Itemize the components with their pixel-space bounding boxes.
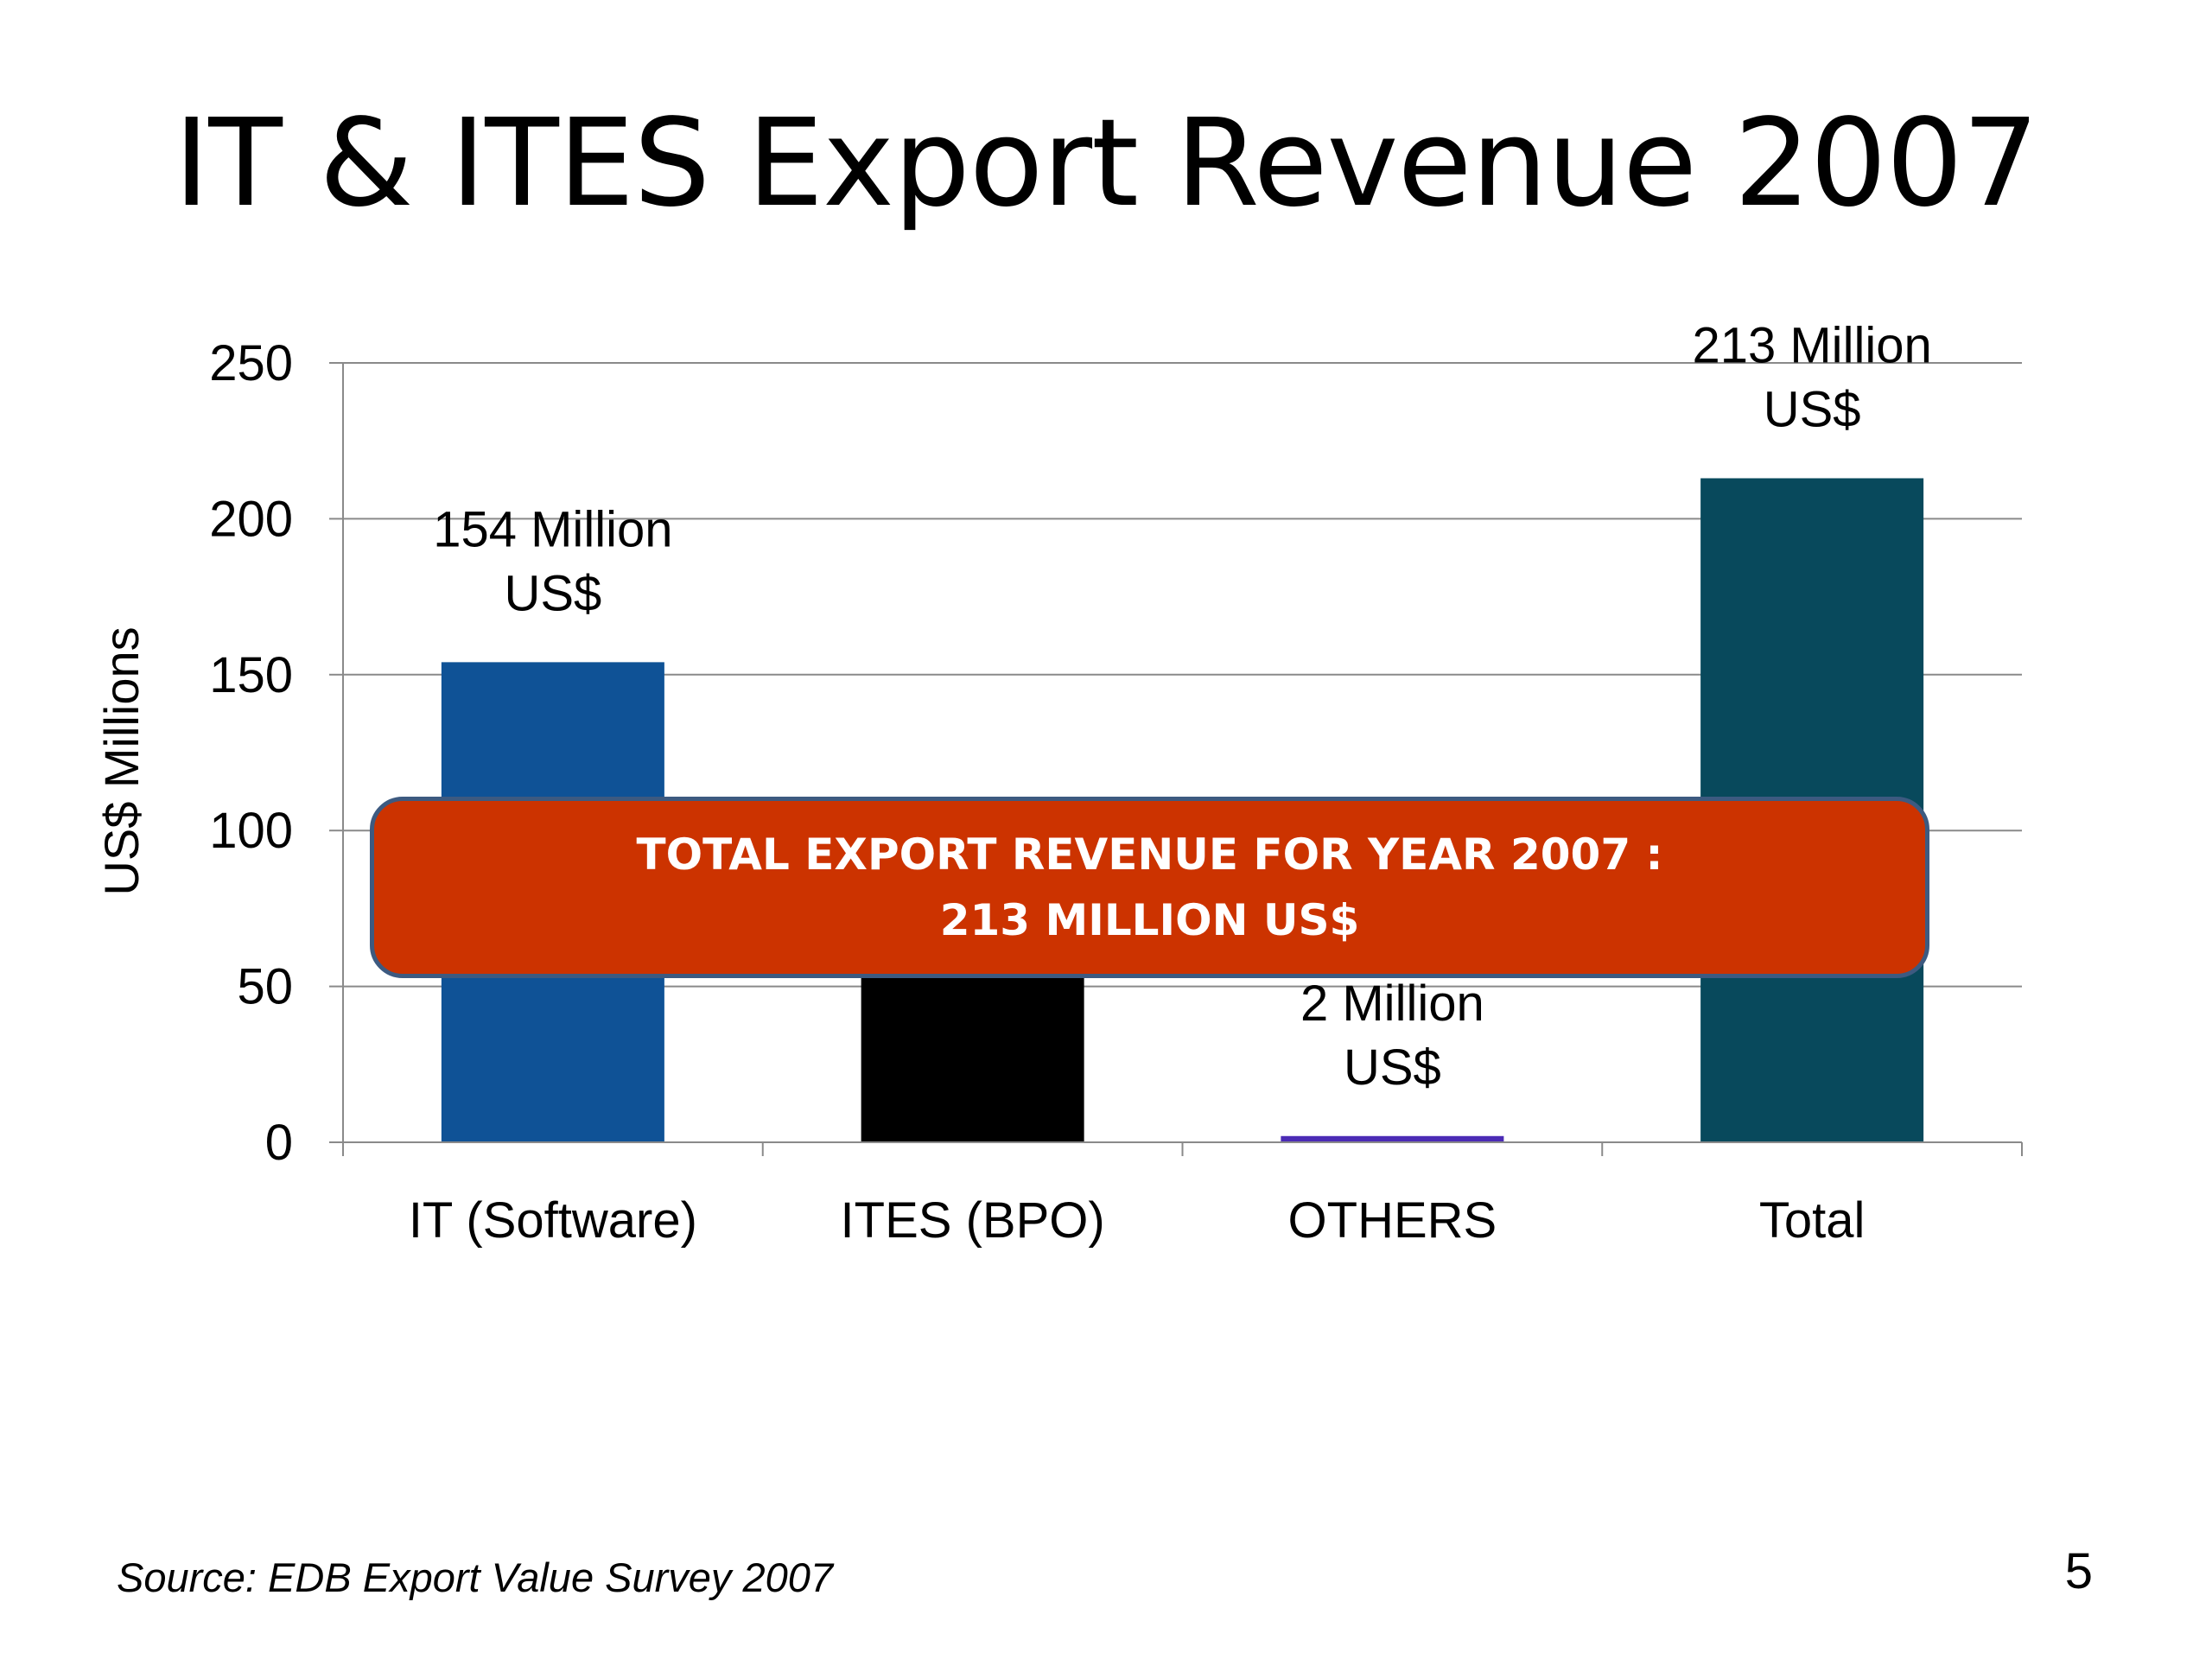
y-tick-label: 50: [237, 959, 293, 1015]
y-tick-label: 200: [209, 491, 293, 547]
y-axis-title: US$ Millions: [94, 626, 149, 895]
y-tick-label: 0: [265, 1115, 293, 1171]
y-tick-label: 150: [209, 647, 293, 703]
bar-ites-bpo: [861, 964, 1084, 1142]
bar-data-label: US$: [504, 565, 601, 621]
bar-data-label: US$: [1764, 381, 1861, 437]
bar-others: [1281, 1135, 1504, 1142]
callout-line-1: TOTAL EXPORT REVENUE FOR YEAR 2007 :: [636, 830, 1663, 880]
x-category-label: IT (Software): [409, 1192, 697, 1249]
page-number: 5: [2064, 1543, 2093, 1599]
slide-title: IT & ITES Export Revenue 2007: [174, 93, 2039, 234]
callout-line-2: 213 MILLION US$: [939, 895, 1360, 945]
source-note: Source: EDB Export Value Survey 2007: [117, 1554, 834, 1600]
x-category-label: ITES (BPO): [841, 1192, 1105, 1249]
x-category-label: OTHERS: [1288, 1192, 1497, 1249]
y-tick-label: 250: [209, 335, 293, 391]
bar-data-label: 2 Million: [1300, 976, 1484, 1032]
y-tick-label: 100: [209, 803, 293, 859]
bar-data-label: 154 Million: [433, 501, 672, 557]
bar-data-label: 213 Million: [1692, 317, 1931, 373]
bar-data-label: US$: [1344, 1039, 1441, 1096]
total-revenue-callout: TOTAL EXPORT REVENUE FOR YEAR 2007 : 213…: [370, 797, 1929, 978]
x-category-label: Total: [1759, 1192, 1866, 1249]
